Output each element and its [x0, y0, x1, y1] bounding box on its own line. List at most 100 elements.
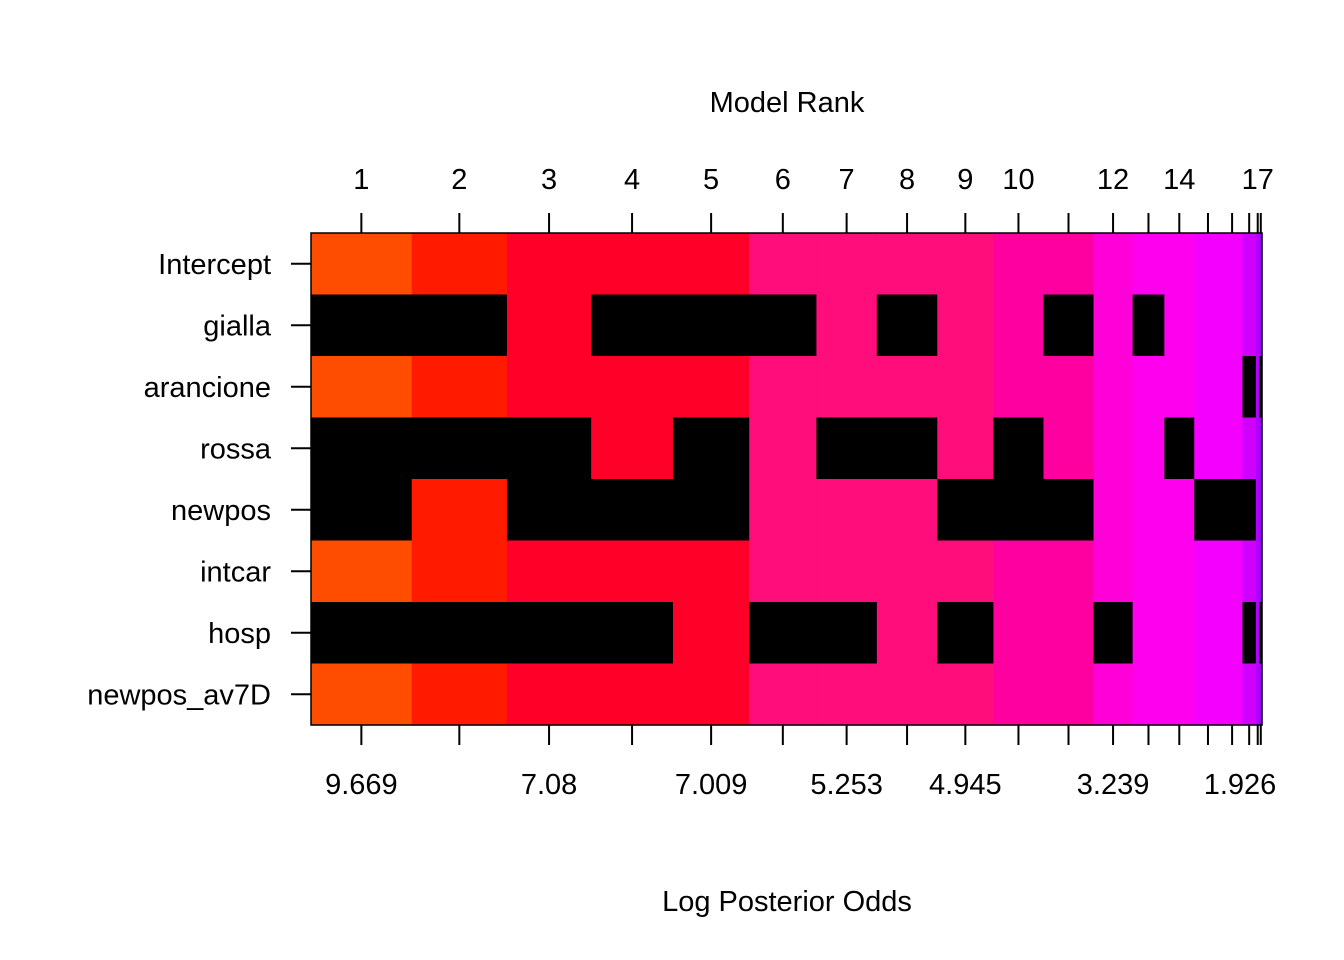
bottom-tick-label: 3.239: [1077, 769, 1150, 801]
cell-gialla-model-8: [876, 294, 938, 357]
cell-Intercept-model-15: [1194, 233, 1223, 296]
cell-newpos-model-16: [1221, 479, 1244, 542]
cell-hosp-model-1: [311, 602, 413, 665]
y-tick-label: rossa: [200, 433, 272, 465]
cell-newpos_av7D-model-8: [876, 663, 938, 726]
cell-arancione-model-19: [1259, 356, 1263, 419]
cell-hosp-model-6: [749, 602, 818, 665]
cell-Intercept-model-14: [1164, 233, 1195, 296]
cell-newpos_av7D-model-7: [816, 663, 878, 726]
cell-newpos_av7D-model-14: [1164, 663, 1195, 726]
cell-rossa-model-18: [1255, 417, 1261, 480]
cell-intcar-model-16: [1221, 540, 1244, 603]
cell-intcar-model-7: [816, 540, 878, 603]
cell-rossa-model-17: [1242, 417, 1257, 480]
cell-intcar-model-17: [1242, 540, 1257, 603]
cell-Intercept-model-9: [937, 233, 995, 296]
cell-rossa-model-12: [1093, 417, 1134, 480]
cell-arancione-model-5: [672, 356, 750, 419]
top-tick-label: 17: [1242, 164, 1274, 196]
cell-hosp-model-17: [1242, 602, 1257, 665]
top-tick-label: 6: [775, 164, 791, 196]
cell-hosp-model-12: [1093, 602, 1134, 665]
cell-intcar-model-15: [1194, 540, 1223, 603]
cell-hosp-model-19: [1259, 602, 1263, 665]
cell-newpos-model-19: [1259, 479, 1263, 542]
cell-gialla-model-15: [1194, 294, 1223, 357]
cell-rossa-model-9: [937, 417, 995, 480]
cell-newpos_av7D-model-3: [506, 663, 592, 726]
y-tick-label: hosp: [208, 618, 271, 650]
cell-rossa-model-13: [1132, 417, 1165, 480]
cell-gialla-model-7: [816, 294, 878, 357]
cell-hosp-model-8: [876, 602, 938, 665]
cell-newpos-model-18: [1255, 479, 1261, 542]
cell-rossa-model-6: [749, 417, 818, 480]
cell-Intercept-model-19: [1259, 233, 1263, 296]
y-tick-label: arancione: [144, 372, 271, 404]
cell-Intercept-model-6: [749, 233, 818, 296]
cell-newpos-model-4: [591, 479, 674, 542]
cell-Intercept-model-11: [1043, 233, 1095, 296]
cell-newpos-model-9: [937, 479, 995, 542]
cell-hosp-model-16: [1221, 602, 1244, 665]
cell-rossa-model-10: [993, 417, 1045, 480]
y-tick-label: newpos_av7D: [87, 679, 271, 711]
cell-newpos-model-6: [749, 479, 818, 542]
cell-intcar-model-9: [937, 540, 995, 603]
cell-arancione-model-7: [816, 356, 878, 419]
cell-gialla-model-13: [1132, 294, 1165, 357]
cell-intcar-model-18: [1255, 540, 1261, 603]
cell-intcar-model-4: [591, 540, 674, 603]
cell-hosp-model-7: [816, 602, 878, 665]
cell-rossa-model-8: [876, 417, 938, 480]
cell-arancione-model-11: [1043, 356, 1095, 419]
bottom-tick-label: 4.945: [929, 769, 1002, 801]
cell-rossa-model-19: [1259, 417, 1263, 480]
cell-newpos-model-2: [411, 479, 508, 542]
cell-Intercept-model-13: [1132, 233, 1165, 296]
log-posterior-odds-axis: 9.669 7.08 7.009 5.253 4.945 3.239 1.926: [325, 725, 1276, 801]
cell-hosp-model-3: [506, 602, 592, 665]
cell-rossa-model-11: [1043, 417, 1095, 480]
cell-hosp-model-4: [591, 602, 674, 665]
cell-intcar-model-5: [672, 540, 750, 603]
cell-gialla-model-12: [1093, 294, 1134, 357]
cell-hosp-model-13: [1132, 602, 1165, 665]
bottom-tick-label: 7.08: [521, 769, 577, 801]
cell-newpos_av7D-model-16: [1221, 663, 1244, 726]
cell-rossa-model-14: [1164, 417, 1195, 480]
cell-newpos-model-11: [1043, 479, 1095, 542]
cell-arancione-model-8: [876, 356, 938, 419]
cell-gialla-model-2: [411, 294, 508, 357]
cell-rossa-model-4: [591, 417, 674, 480]
cell-Intercept-model-3: [506, 233, 592, 296]
cell-newpos-model-7: [816, 479, 878, 542]
cell-newpos_av7D-model-10: [993, 663, 1045, 726]
cell-arancione-model-13: [1132, 356, 1165, 419]
plot-frame: [310, 232, 1263, 726]
cell-newpos-model-14: [1164, 479, 1195, 542]
cell-arancione-model-1: [311, 356, 413, 419]
cell-newpos_av7D-model-18: [1255, 663, 1261, 726]
cell-newpos-model-8: [876, 479, 938, 542]
cell-hosp-model-2: [411, 602, 508, 665]
cell-newpos_av7D-model-19: [1259, 663, 1263, 726]
cell-hosp-model-11: [1043, 602, 1095, 665]
top-tick-label: 7: [839, 164, 855, 196]
cell-arancione-model-9: [937, 356, 995, 419]
cell-intcar-model-3: [506, 540, 592, 603]
cell-Intercept-model-7: [816, 233, 878, 296]
cell-arancione-model-14: [1164, 356, 1195, 419]
cell-Intercept-model-4: [591, 233, 674, 296]
top-tick-label: 3: [541, 164, 557, 196]
cell-arancione-model-4: [591, 356, 674, 419]
top-tick-label: 8: [899, 164, 915, 196]
cell-gialla-model-17: [1242, 294, 1257, 357]
cell-gialla-model-5: [672, 294, 750, 357]
cell-newpos-model-5: [672, 479, 750, 542]
top-tick-label: 14: [1163, 164, 1195, 196]
top-tick-label: 9: [957, 164, 973, 196]
cell-hosp-model-9: [937, 602, 995, 665]
